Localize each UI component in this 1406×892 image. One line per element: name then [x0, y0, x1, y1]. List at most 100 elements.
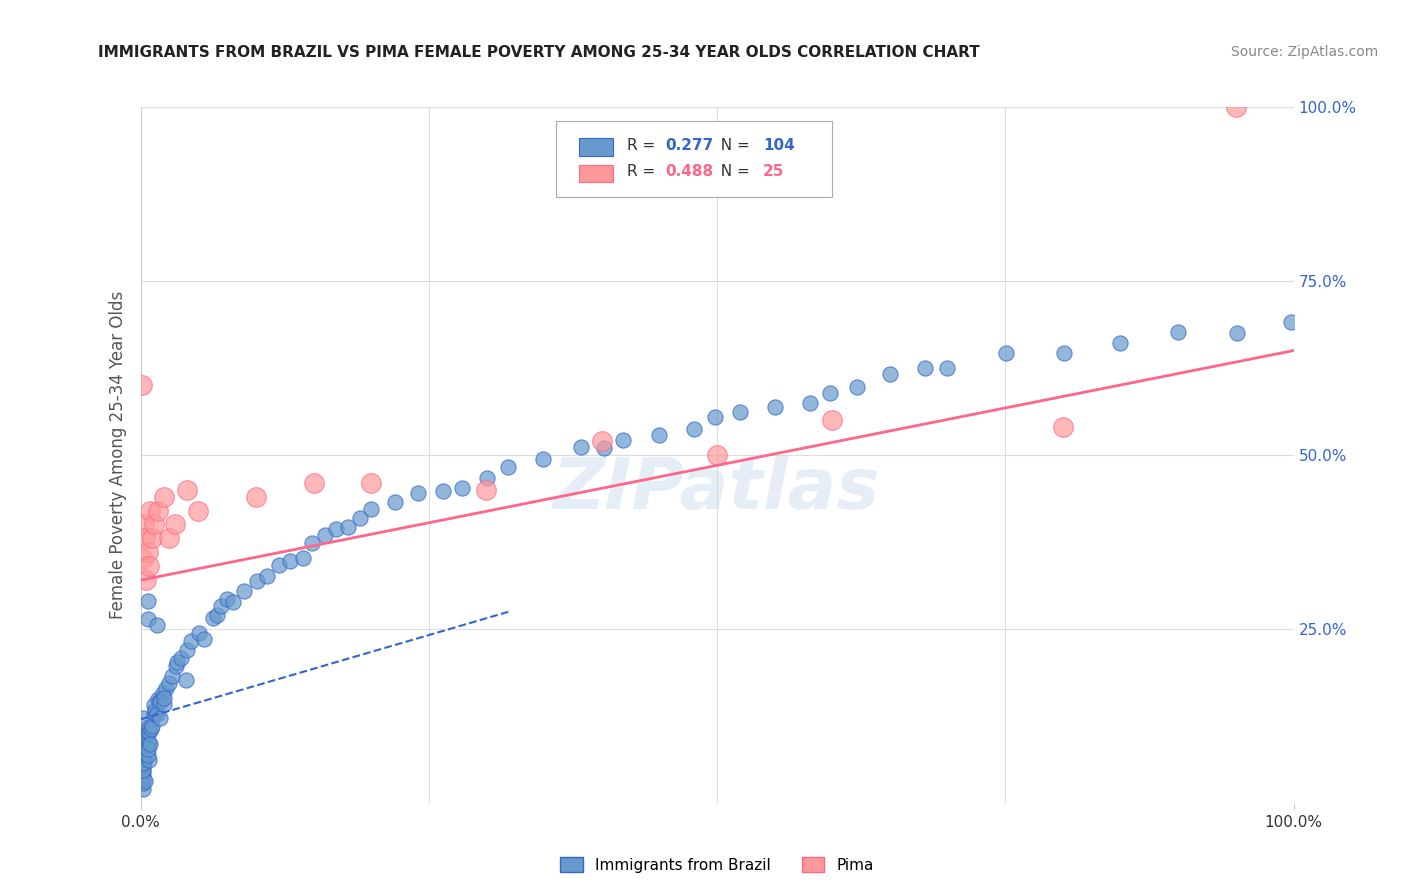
- Point: [132, 739, 155, 754]
- Point: [450, 481, 472, 495]
- Point: [143, 517, 166, 532]
- Point: [349, 511, 371, 525]
- Point: [132, 746, 155, 760]
- Point: [134, 773, 156, 788]
- Point: [935, 361, 957, 376]
- Text: 0.277: 0.277: [665, 137, 713, 153]
- Point: [170, 650, 193, 665]
- Point: [1052, 420, 1074, 434]
- Point: [325, 523, 347, 537]
- Point: [141, 532, 163, 546]
- Point: [138, 737, 160, 751]
- Point: [232, 584, 254, 599]
- Point: [146, 503, 169, 517]
- FancyBboxPatch shape: [555, 121, 832, 197]
- Point: [818, 385, 841, 400]
- Point: [149, 693, 172, 707]
- Point: [138, 742, 160, 756]
- Point: [215, 591, 238, 606]
- Text: R =: R =: [627, 137, 661, 153]
- Point: [267, 558, 290, 573]
- Point: [1226, 326, 1249, 341]
- Point: [648, 427, 671, 442]
- Point: [612, 433, 634, 447]
- Point: [166, 655, 188, 669]
- Text: N =: N =: [711, 137, 755, 153]
- Point: [153, 698, 176, 712]
- Point: [132, 763, 155, 777]
- Point: [134, 752, 156, 766]
- Point: [174, 673, 197, 687]
- Point: [1279, 315, 1302, 329]
- Point: [139, 503, 162, 517]
- Text: 0.488: 0.488: [665, 164, 713, 179]
- Point: [256, 569, 278, 583]
- Point: [139, 722, 162, 736]
- Point: [246, 574, 269, 589]
- Point: [141, 719, 163, 733]
- Text: IMMIGRANTS FROM BRAZIL VS PIMA FEMALE POVERTY AMONG 25-34 YEAR OLDS CORRELATION : IMMIGRANTS FROM BRAZIL VS PIMA FEMALE PO…: [98, 45, 980, 60]
- Point: [132, 517, 155, 532]
- Bar: [579, 165, 613, 182]
- Point: [1053, 345, 1076, 359]
- Point: [301, 536, 323, 550]
- Text: Source: ZipAtlas.com: Source: ZipAtlas.com: [1230, 45, 1378, 59]
- Point: [142, 707, 165, 722]
- Point: [176, 642, 198, 657]
- Point: [136, 594, 159, 608]
- Point: [821, 413, 844, 427]
- Y-axis label: Female Poverty Among 25-34 Year Olds: Female Poverty Among 25-34 Year Olds: [108, 291, 127, 619]
- Point: [879, 367, 901, 381]
- Point: [138, 559, 160, 574]
- Point: [131, 758, 153, 772]
- Point: [136, 734, 159, 748]
- Point: [132, 711, 155, 725]
- Point: [1167, 326, 1189, 340]
- Point: [134, 756, 156, 770]
- Point: [360, 475, 382, 490]
- Point: [292, 551, 315, 566]
- Point: [205, 608, 228, 623]
- Point: [136, 612, 159, 626]
- Point: [1109, 336, 1132, 351]
- Point: [314, 527, 336, 541]
- Point: [763, 400, 786, 414]
- Point: [142, 698, 165, 713]
- Point: [131, 378, 153, 392]
- Point: [146, 618, 169, 632]
- Point: [845, 380, 868, 394]
- Point: [135, 573, 157, 587]
- Point: [143, 703, 166, 717]
- Point: [136, 545, 159, 559]
- Point: [165, 517, 187, 532]
- Point: [569, 440, 592, 454]
- Point: [1225, 100, 1247, 114]
- Point: [155, 681, 177, 695]
- Point: [136, 747, 159, 762]
- Point: [165, 659, 187, 673]
- Point: [132, 756, 155, 771]
- Point: [132, 732, 155, 747]
- Point: [136, 723, 159, 738]
- Point: [132, 782, 155, 797]
- Point: [160, 669, 183, 683]
- Point: [591, 434, 613, 448]
- Point: [132, 552, 155, 566]
- Point: [138, 725, 160, 739]
- Point: [360, 501, 382, 516]
- Point: [187, 503, 209, 517]
- Bar: [579, 138, 613, 156]
- Point: [728, 405, 751, 419]
- Point: [131, 776, 153, 790]
- Point: [157, 675, 180, 690]
- Point: [180, 633, 202, 648]
- Point: [703, 410, 725, 425]
- Point: [149, 711, 172, 725]
- Point: [592, 441, 614, 455]
- Point: [138, 720, 160, 734]
- Point: [432, 483, 454, 498]
- Point: [135, 729, 157, 743]
- Point: [134, 730, 156, 744]
- Point: [146, 706, 169, 721]
- Point: [384, 494, 406, 508]
